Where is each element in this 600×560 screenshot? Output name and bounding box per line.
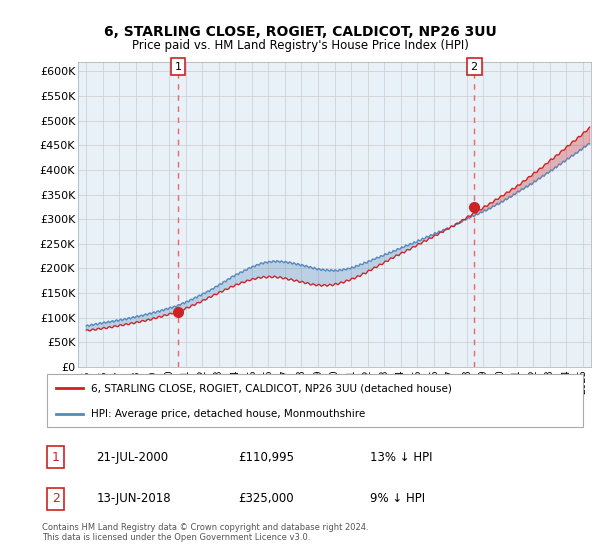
Text: £110,995: £110,995 bbox=[239, 451, 295, 464]
Text: 1: 1 bbox=[52, 451, 59, 464]
Text: 6, STARLING CLOSE, ROGIET, CALDICOT, NP26 3UU: 6, STARLING CLOSE, ROGIET, CALDICOT, NP2… bbox=[104, 25, 496, 39]
Text: 21-JUL-2000: 21-JUL-2000 bbox=[97, 451, 169, 464]
Text: 6, STARLING CLOSE, ROGIET, CALDICOT, NP26 3UU (detached house): 6, STARLING CLOSE, ROGIET, CALDICOT, NP2… bbox=[91, 383, 452, 393]
Text: 13-JUN-2018: 13-JUN-2018 bbox=[97, 492, 171, 506]
Text: 2: 2 bbox=[470, 62, 478, 72]
Text: 1: 1 bbox=[175, 62, 181, 72]
FancyBboxPatch shape bbox=[47, 374, 583, 427]
Text: 9% ↓ HPI: 9% ↓ HPI bbox=[370, 492, 425, 506]
Text: £325,000: £325,000 bbox=[239, 492, 294, 506]
Text: 2: 2 bbox=[52, 492, 59, 506]
Text: 13% ↓ HPI: 13% ↓ HPI bbox=[370, 451, 432, 464]
Text: HPI: Average price, detached house, Monmouthshire: HPI: Average price, detached house, Monm… bbox=[91, 409, 365, 419]
Text: Price paid vs. HM Land Registry's House Price Index (HPI): Price paid vs. HM Land Registry's House … bbox=[131, 39, 469, 52]
Text: Contains HM Land Registry data © Crown copyright and database right 2024.
This d: Contains HM Land Registry data © Crown c… bbox=[42, 522, 368, 542]
